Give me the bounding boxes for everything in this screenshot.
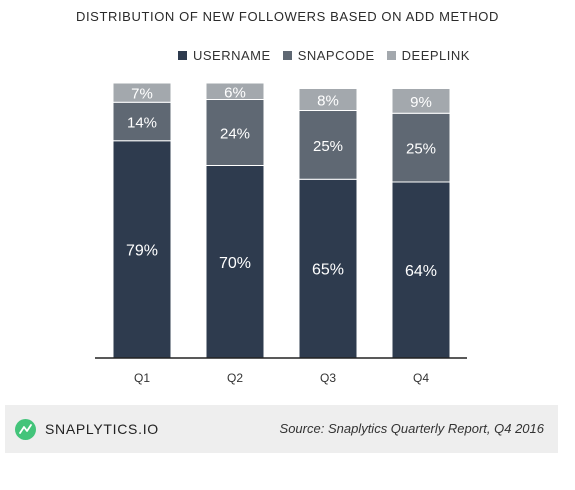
bar-deeplink-q3 xyxy=(298,88,358,111)
data-label-username-q1: 79% xyxy=(126,242,158,259)
legend-label-username: USERNAME xyxy=(193,48,271,63)
x-tick-label-q3: Q3 xyxy=(320,371,336,385)
data-label-snapcode-q4: 25% xyxy=(406,141,436,158)
bar-username-q3 xyxy=(298,178,358,359)
data-label-snapcode-q3: 25% xyxy=(313,138,343,155)
bar-snapcode-q3 xyxy=(298,110,358,180)
footer: SNAPLYTICS.IO Source: Snaplytics Quarter… xyxy=(5,405,558,453)
data-label-deeplink-q2: 6% xyxy=(224,84,246,101)
bar-snapcode-q1 xyxy=(112,101,172,142)
data-label-username-q3: 65% xyxy=(312,262,344,279)
legend-item-deeplink: DEEPLINK xyxy=(386,48,470,63)
legend-swatch-snapcode xyxy=(282,51,292,60)
brand-name: SNAPLYTICS.IO xyxy=(45,421,159,437)
data-label-username-q4: 64% xyxy=(405,263,437,280)
legend-swatch-deeplink xyxy=(386,51,396,60)
data-label-snapcode-q1: 14% xyxy=(127,115,157,132)
data-label-snapcode-q2: 24% xyxy=(220,126,250,143)
bar-username-q2 xyxy=(205,165,265,359)
source-citation: Source: Snaplytics Quarterly Report, Q4 … xyxy=(279,421,544,436)
data-label-username-q2: 70% xyxy=(219,255,251,272)
stacked-bar-chart: 79% 14% 7% Q1 70% 24% 6% Q2 65% 25% 8% Q3 64% 25% 9% Q4 xyxy=(95,82,467,385)
bar-username-q1 xyxy=(112,140,172,359)
x-tick-label-q2: Q2 xyxy=(227,371,243,385)
legend-label-deeplink: DEEPLINK xyxy=(401,48,470,63)
bar-deeplink-q4 xyxy=(391,88,451,114)
legend: USERNAME SNAPCODE DEEPLINK xyxy=(178,48,482,63)
data-label-deeplink-q1: 7% xyxy=(131,86,153,103)
data-label-deeplink-q4: 9% xyxy=(410,94,432,111)
data-label-deeplink-q3: 8% xyxy=(317,93,339,110)
bar-deeplink-q1 xyxy=(112,82,172,103)
legend-item-snapcode: SNAPCODE xyxy=(282,48,375,63)
bar-snapcode-q4 xyxy=(391,112,451,183)
chart-title: DISTRIBUTION OF NEW FOLLOWERS BASED ON A… xyxy=(75,9,500,24)
legend-item-username: USERNAME xyxy=(178,48,271,63)
legend-swatch-username xyxy=(178,51,187,60)
x-tick-label-q1: Q1 xyxy=(134,371,150,385)
x-tick-label-q4: Q4 xyxy=(413,371,429,385)
bar-snapcode-q2 xyxy=(205,99,265,166)
bar-deeplink-q2 xyxy=(205,82,265,100)
legend-label-snapcode: SNAPCODE xyxy=(297,48,375,63)
snaplytics-logo-icon xyxy=(15,419,36,440)
